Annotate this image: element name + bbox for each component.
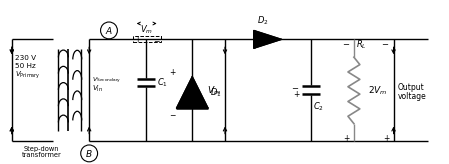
- Text: $D_2$: $D_2$: [257, 15, 269, 27]
- Text: $C_1$: $C_1$: [157, 76, 167, 89]
- Text: $-$: $-$: [342, 38, 350, 47]
- Text: Output: Output: [397, 83, 424, 92]
- Text: $A$: $A$: [105, 25, 113, 36]
- Text: +: +: [169, 68, 176, 77]
- Text: $B$: $B$: [85, 148, 93, 159]
- Text: Step-down: Step-down: [24, 146, 59, 152]
- Text: $-$: $-$: [153, 35, 160, 44]
- Text: $2V_m$: $2V_m$: [368, 84, 387, 97]
- Text: 230 V: 230 V: [15, 55, 36, 61]
- Text: $-$: $-$: [291, 82, 299, 91]
- Text: $V_{\rm Primary}$: $V_{\rm Primary}$: [15, 69, 40, 81]
- Text: $V_{\rm Secondary}$: $V_{\rm Secondary}$: [92, 75, 121, 86]
- Text: $C_2$: $C_2$: [313, 100, 324, 113]
- Polygon shape: [176, 77, 208, 108]
- Text: $D_1$: $D_1$: [210, 86, 222, 99]
- Bar: [133, 36, 161, 42]
- Text: $V_m$: $V_m$: [140, 23, 153, 36]
- Text: $R_L$: $R_L$: [356, 38, 367, 51]
- Text: voltage: voltage: [397, 92, 426, 101]
- Text: $V_m$: $V_m$: [207, 84, 221, 97]
- Text: +: +: [383, 134, 390, 143]
- Text: $-$: $-$: [382, 38, 390, 47]
- Text: +: +: [343, 134, 349, 143]
- Text: $-$: $-$: [169, 109, 176, 118]
- Text: +: +: [293, 90, 299, 99]
- Text: 50 Hz: 50 Hz: [15, 63, 35, 69]
- Text: transformer: transformer: [22, 152, 62, 158]
- Text: +: +: [135, 35, 141, 44]
- Polygon shape: [254, 31, 282, 48]
- Text: $V_{\rm in}$: $V_{\rm in}$: [92, 83, 103, 93]
